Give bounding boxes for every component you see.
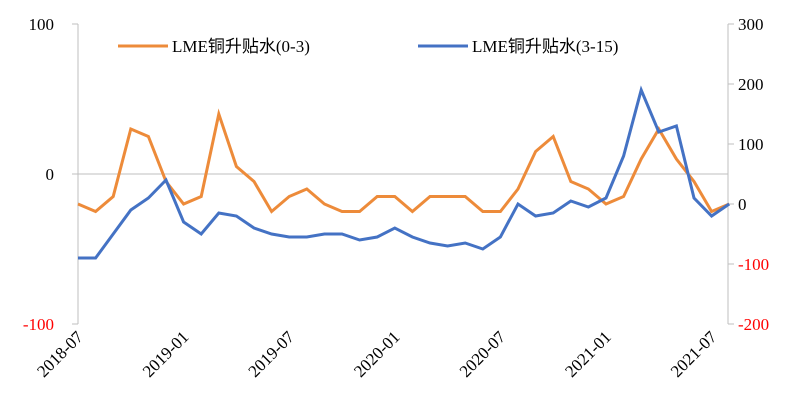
x-tick-label: 2018-07 (33, 327, 87, 381)
x-tick-label: 2019-07 (245, 327, 299, 381)
x-tick-label: 2021-01 (561, 327, 615, 381)
y2-tick-label: 300 (738, 15, 764, 34)
y2-tick-label: 100 (738, 135, 764, 154)
y2-tick-label: -200 (738, 315, 769, 334)
x-tick-label: 2020-01 (350, 327, 404, 381)
y-tick-label: 100 (29, 15, 55, 34)
x-tick-label: 2019-01 (139, 327, 193, 381)
x-tick-label: 2020-07 (456, 327, 510, 381)
series-line (77, 108, 730, 214)
legend-label: LME铜升贴水(0-3) (172, 37, 310, 56)
x-tick-label: 2021-07 (667, 327, 721, 381)
series-line (78, 85, 731, 260)
legend-label: LME铜升贴水(3-15) (472, 37, 618, 56)
y-tick-label: 0 (46, 165, 55, 184)
y2-tick-label: 200 (738, 75, 764, 94)
y2-tick-label: -100 (738, 255, 769, 274)
y-tick-label: -100 (23, 315, 54, 334)
y2-tick-label: 0 (738, 195, 747, 214)
